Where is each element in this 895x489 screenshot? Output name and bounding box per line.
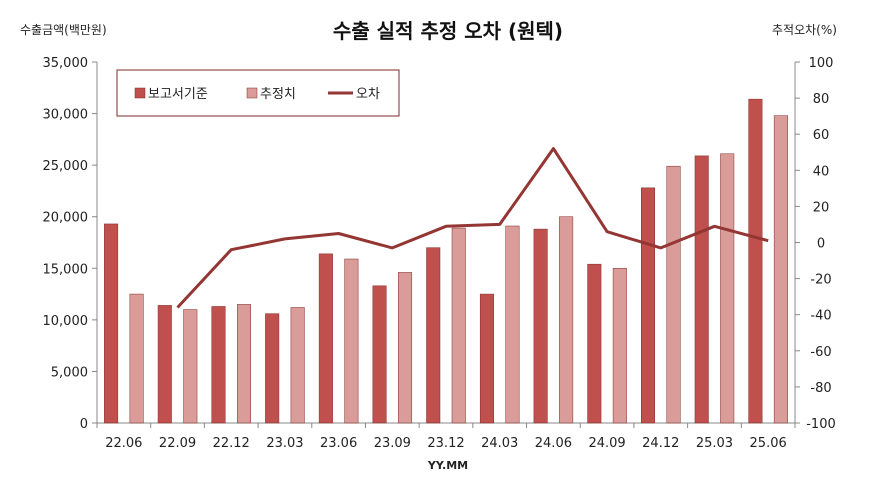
bar-estimate xyxy=(773,115,788,424)
right-tick-label: -80 xyxy=(810,381,831,396)
bar-estimate xyxy=(720,153,735,424)
right-tick-label: 0 xyxy=(817,237,825,252)
x-tick-label: 23.09 xyxy=(374,436,411,451)
legend-label: 추정치 xyxy=(260,87,296,102)
legend-label: 오차 xyxy=(356,87,380,102)
x-tick-label: 25.03 xyxy=(696,436,733,451)
bar-estimate xyxy=(559,216,574,424)
right-tick-label: 40 xyxy=(813,164,830,179)
chart-title: 수출 실적 추정 오차 (원텍) xyxy=(333,19,563,43)
left-tick-label: 0 xyxy=(80,417,88,432)
bar-reported xyxy=(265,313,280,424)
right-tick-label: 60 xyxy=(813,128,830,143)
right-tick-label: -100 xyxy=(806,417,836,432)
x-tick-label: 24.06 xyxy=(535,436,572,451)
left-tick-label: 5,000 xyxy=(51,365,88,380)
error-line xyxy=(176,147,769,309)
left-tick-label: 20,000 xyxy=(43,211,89,226)
right-tick-label: 80 xyxy=(813,92,830,107)
bar-estimate xyxy=(129,293,144,424)
legend-swatch xyxy=(246,87,258,99)
left-tick-label: 15,000 xyxy=(43,262,89,277)
x-tick-label: 24.03 xyxy=(481,436,518,451)
bar-reported xyxy=(157,305,172,424)
x-tick-label: 22.09 xyxy=(159,436,196,451)
bar-reported xyxy=(694,155,709,424)
left-tick-label: 10,000 xyxy=(43,314,89,329)
bar-reported xyxy=(426,247,441,424)
left-tick-label: 30,000 xyxy=(43,108,89,123)
bar-estimate xyxy=(236,304,251,424)
x-tick-label: 22.06 xyxy=(105,436,142,451)
x-tick-label: 24.12 xyxy=(642,436,679,451)
x-tick-label: 22.12 xyxy=(213,436,250,451)
legend: 보고서기준 추정치 오차 xyxy=(116,69,400,117)
bar-estimate xyxy=(290,307,305,424)
right-tick-label: 100 xyxy=(809,56,834,71)
right-tick-label: -40 xyxy=(810,309,831,324)
bar-reported xyxy=(533,228,548,424)
bar-reported xyxy=(641,187,656,424)
right-tick-label: 20 xyxy=(813,200,830,215)
left-tick-label: 35,000 xyxy=(43,56,89,71)
left-tick-label: 25,000 xyxy=(43,159,89,174)
bar-estimate xyxy=(183,309,198,424)
x-tick-label: 23.06 xyxy=(320,436,357,451)
bar-estimate xyxy=(451,227,466,424)
plot-area: 35,000 30,000 25,000 20,000 15,000 10,000 5,00… xyxy=(43,56,836,451)
x-tick-label: 25.06 xyxy=(750,436,787,451)
bar-reported xyxy=(479,293,494,424)
bar-estimate xyxy=(612,268,627,424)
bar-reported xyxy=(748,98,763,424)
bar-reported xyxy=(104,223,119,424)
x-axis-title: YY.MM xyxy=(427,459,468,472)
bar-reported xyxy=(211,306,226,424)
bar-estimate xyxy=(398,272,413,424)
bar-reported xyxy=(372,285,387,424)
bar-estimate xyxy=(344,258,359,424)
bar-reported xyxy=(318,253,333,424)
x-tick-label: 23.12 xyxy=(427,436,464,451)
right-axis-title: 추적오차(%) xyxy=(772,23,837,37)
left-axis-title: 수출금액(백만원) xyxy=(20,23,107,37)
bar-estimate xyxy=(666,165,681,424)
legend-swatch xyxy=(134,87,146,99)
bar-estimate xyxy=(505,225,520,424)
right-tick-label: -20 xyxy=(810,273,831,288)
bar-reported xyxy=(587,263,602,424)
x-tick-label: 24.09 xyxy=(588,436,625,451)
right-tick-label: -60 xyxy=(810,345,831,360)
x-tick-label: 23.03 xyxy=(266,436,303,451)
legend-label: 보고서기준 xyxy=(148,87,208,102)
